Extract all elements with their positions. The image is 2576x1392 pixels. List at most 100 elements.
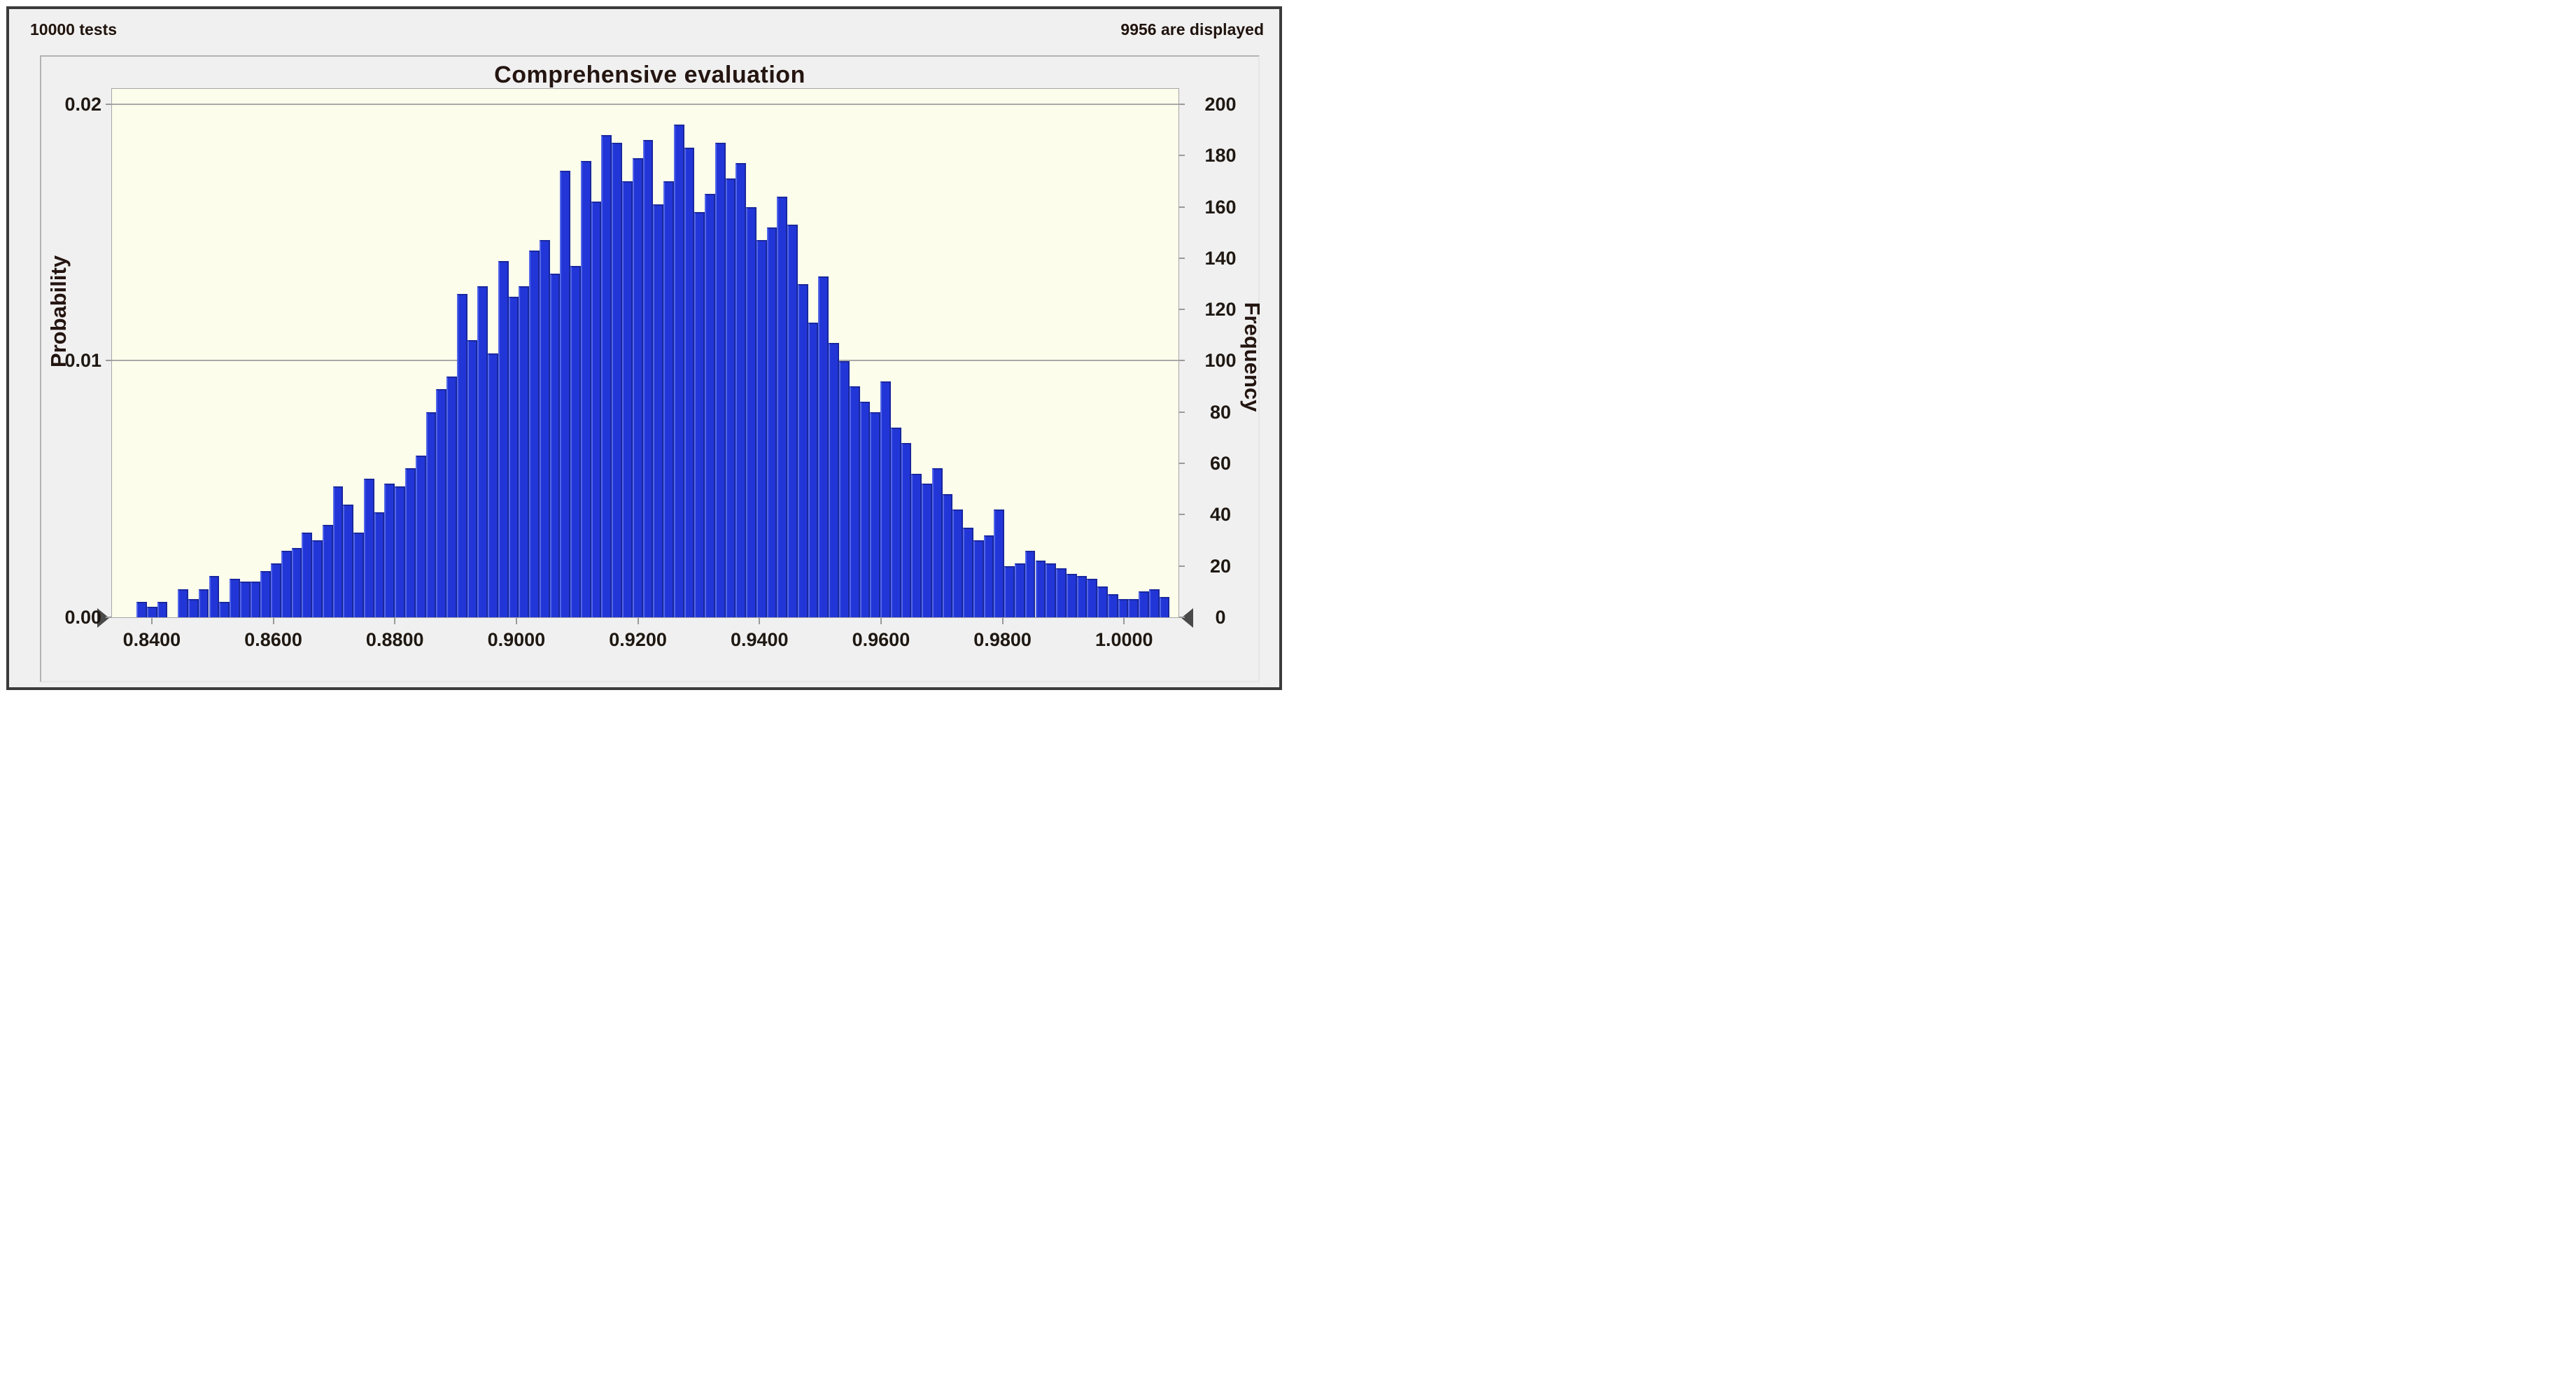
y-right-tick <box>1179 565 1185 567</box>
y-left-tick-label: 0.02 <box>64 93 101 115</box>
histogram-bar <box>829 342 839 617</box>
histogram-bar <box>622 181 633 617</box>
histogram-bar <box>653 204 664 617</box>
histogram-bar <box>198 589 209 617</box>
histogram-bar <box>456 294 467 617</box>
histogram-bar <box>973 540 984 617</box>
x-tick <box>880 618 882 624</box>
histogram-bar <box>271 563 281 617</box>
chart-title: Comprehensive evaluation <box>494 62 805 88</box>
histogram-bar <box>911 473 922 617</box>
y-right-tick <box>1179 360 1185 362</box>
histogram-bar <box>250 581 261 617</box>
histogram-bar <box>529 250 540 617</box>
histogram-bar <box>230 579 240 617</box>
histogram-bar <box>1046 563 1056 617</box>
y-right-tick <box>1179 257 1185 259</box>
histogram-bar <box>715 142 726 617</box>
histogram-bar <box>302 533 313 617</box>
histogram-bar <box>931 468 943 617</box>
y-left-tick <box>106 360 111 362</box>
histogram-bar <box>446 376 457 617</box>
x-tick-label: 0.9600 <box>852 629 910 650</box>
x-tick <box>1001 618 1004 624</box>
plot-area <box>111 88 1179 618</box>
histogram-bar <box>756 240 767 617</box>
x-tick-label: 1.0000 <box>1095 629 1153 650</box>
y-right-tick-label: 0 <box>1215 607 1226 628</box>
histogram-bar <box>1128 599 1139 617</box>
histogram-bar <box>612 142 622 617</box>
x-tick <box>515 618 517 624</box>
y-left-tick <box>106 103 111 105</box>
x-tick-label: 0.8600 <box>244 629 302 650</box>
histogram-bar <box>580 160 591 617</box>
histogram-bar <box>777 196 788 617</box>
histogram-bar <box>343 504 354 617</box>
y-right-tick <box>1179 309 1185 311</box>
histogram-bar <box>467 340 478 617</box>
histogram-bar <box>1107 594 1118 617</box>
histogram-bar <box>415 456 426 617</box>
y-right-tick <box>1179 155 1185 157</box>
histogram-bar <box>632 157 643 617</box>
histogram-bar <box>839 360 850 617</box>
histogram-bar <box>157 602 168 617</box>
x-tick <box>272 618 274 624</box>
y-right-tick-label: 60 <box>1209 453 1232 474</box>
y-right-tick-label: 160 <box>1204 196 1237 218</box>
y-right-tick-label: 180 <box>1204 145 1237 167</box>
x-tick-label: 0.9800 <box>973 629 1032 650</box>
x-range-left-handle[interactable] <box>97 608 109 628</box>
x-tick-label: 0.9200 <box>609 629 667 650</box>
y-right-tick <box>1179 514 1185 516</box>
histogram-bar <box>673 125 684 617</box>
x-range-right-handle[interactable] <box>1181 608 1193 628</box>
x-tick <box>394 618 396 624</box>
y-right-tick <box>1179 617 1185 618</box>
histogram-bar <box>942 494 953 617</box>
histogram-bar <box>736 163 747 617</box>
histogram-bar <box>498 260 509 617</box>
histogram-bar <box>797 283 808 617</box>
histogram-bar <box>384 484 395 617</box>
histogram-bar <box>684 148 695 617</box>
histogram-bar <box>859 402 871 617</box>
histogram-bar <box>787 225 798 617</box>
histogram-bar <box>312 540 323 617</box>
histogram-bar <box>560 171 571 617</box>
x-tick <box>150 618 153 624</box>
histogram-bar <box>209 576 220 617</box>
histogram-bar <box>332 486 344 617</box>
histogram-bar <box>1014 563 1025 617</box>
histogram-bar <box>1035 561 1046 617</box>
histogram-bar <box>477 286 488 617</box>
x-tick <box>759 618 761 624</box>
app-window: 10000 tests 9956 are displayed Comprehen… <box>6 6 1282 690</box>
histogram-bar <box>694 211 705 617</box>
x-tick <box>637 618 639 624</box>
histogram-bar <box>663 181 674 617</box>
histogram-bar <box>994 509 1005 617</box>
x-tick-label: 0.8800 <box>365 629 424 650</box>
histogram-bar <box>291 548 302 617</box>
x-tick-label: 0.9400 <box>730 629 789 650</box>
histogram-bar <box>601 134 612 617</box>
histogram-bar <box>591 202 602 617</box>
x-tick-label: 0.8400 <box>122 629 181 650</box>
y-right-tick <box>1179 206 1185 208</box>
x-tick-label: 0.9000 <box>487 629 546 650</box>
histogram-bar <box>766 227 777 617</box>
y-left-tick-label: 0.01 <box>64 350 101 372</box>
histogram-bar <box>260 571 272 617</box>
histogram-bar <box>322 525 333 617</box>
histogram-bar <box>818 276 829 617</box>
histogram-bar <box>436 388 447 617</box>
histogram-bar <box>642 140 654 617</box>
histogram-bar <box>178 589 188 617</box>
histogram-bar <box>395 486 405 617</box>
chart-panel: Comprehensive evaluation Probability Fre… <box>40 55 1265 682</box>
y-right-tick-label: 200 <box>1204 93 1237 115</box>
histogram-bar <box>519 286 530 617</box>
histogram-bar <box>870 412 881 617</box>
